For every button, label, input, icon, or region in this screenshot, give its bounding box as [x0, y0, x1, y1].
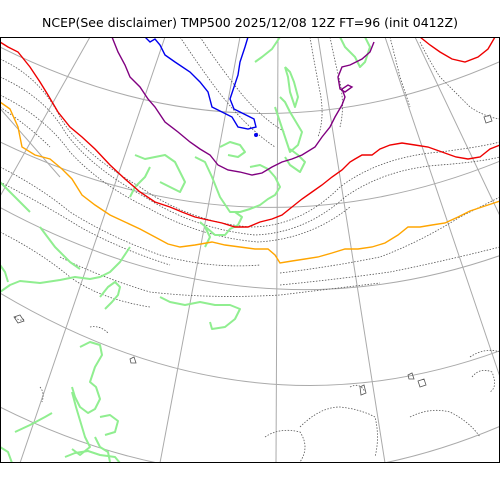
coastlines [0, 37, 371, 463]
isotherm [471, 369, 495, 393]
coastline [0, 264, 9, 283]
isotherm-blue [144, 37, 257, 130]
map-title: NCEP(See disclaimer) TMP500 2025/12/08 1… [41, 15, 458, 30]
longitude-line [0, 37, 91, 198]
latitude-line [0, 406, 500, 463]
island [359, 384, 367, 396]
isotherm [0, 166, 261, 267]
isotherm [419, 41, 500, 120]
isotherm [264, 429, 306, 463]
coastline [199, 211, 243, 236]
isotherms-thin [0, 37, 500, 463]
coastline [39, 226, 81, 270]
isotherm [279, 196, 500, 274]
coastline [94, 436, 111, 463]
isotherm-red-north [419, 37, 496, 63]
isotherm-purple [111, 37, 375, 176]
island [13, 314, 25, 324]
coastline [0, 246, 131, 293]
coastline [14, 412, 53, 433]
isotherm-orange [0, 101, 500, 264]
coastline [99, 414, 119, 436]
coastline [0, 181, 31, 213]
isotherm [409, 409, 481, 438]
map-canvas [0, 37, 500, 463]
island [129, 356, 137, 364]
isotherm [199, 37, 286, 133]
isotherm [389, 37, 411, 108]
isotherm [0, 76, 500, 236]
coastline [159, 296, 241, 330]
isotherm [59, 256, 381, 297]
coastline [64, 450, 121, 463]
isotherm [469, 349, 500, 358]
coastline [204, 226, 211, 248]
isotherm [39, 386, 44, 403]
longitude-line [384, 37, 500, 378]
island [417, 378, 427, 388]
coastline [284, 148, 306, 173]
latitude-line [0, 292, 500, 386]
coastline [0, 446, 13, 463]
longitude-line [317, 37, 386, 463]
longitude-line [19, 37, 166, 463]
coastline [284, 66, 299, 108]
isotherm [179, 37, 276, 148]
coastline [99, 281, 121, 310]
islands [13, 114, 493, 396]
isotherm [0, 94, 351, 243]
latitude-line [0, 46, 500, 114]
isotherm [329, 37, 343, 128]
map-panel [0, 37, 500, 463]
coastline [71, 341, 103, 414]
coastline [254, 37, 281, 63]
longitude-line [0, 107, 61, 178]
coastline [129, 166, 151, 198]
island [483, 114, 493, 124]
isotherm [0, 106, 51, 148]
isotherm [349, 384, 366, 393]
isotherm [89, 326, 109, 334]
isotherm [0, 58, 500, 228]
coastline [274, 96, 303, 153]
isotherm [279, 246, 500, 286]
longitude-line [159, 37, 241, 463]
latitude-line [0, 206, 500, 290]
isotherm [299, 406, 378, 458]
blue-point-marker [254, 133, 258, 137]
coastline [71, 391, 91, 456]
longitude-line [275, 37, 279, 463]
latitude-line [0, 141, 500, 208]
island [407, 372, 415, 380]
coastline [219, 141, 246, 158]
coastline [194, 156, 281, 213]
isotherm-red [0, 41, 500, 228]
coastline [134, 154, 186, 193]
